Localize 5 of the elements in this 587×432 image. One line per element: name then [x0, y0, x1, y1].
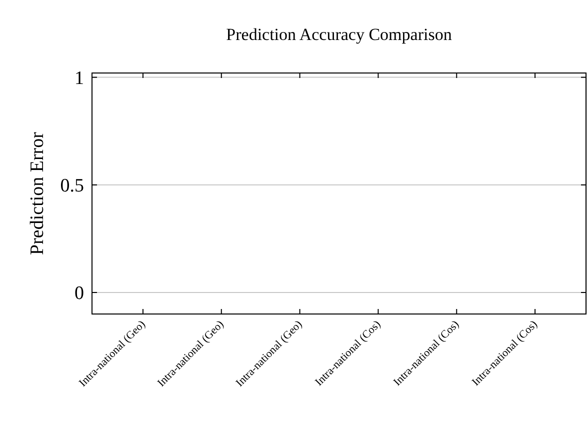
- y-tick-label: 1: [74, 68, 84, 89]
- y-tick-label: 0: [74, 283, 84, 304]
- y-axis-title: Prediction Error: [27, 131, 48, 255]
- y-tick-label: 0.5: [60, 176, 84, 197]
- chart-title: Prediction Accuracy Comparison: [226, 25, 452, 44]
